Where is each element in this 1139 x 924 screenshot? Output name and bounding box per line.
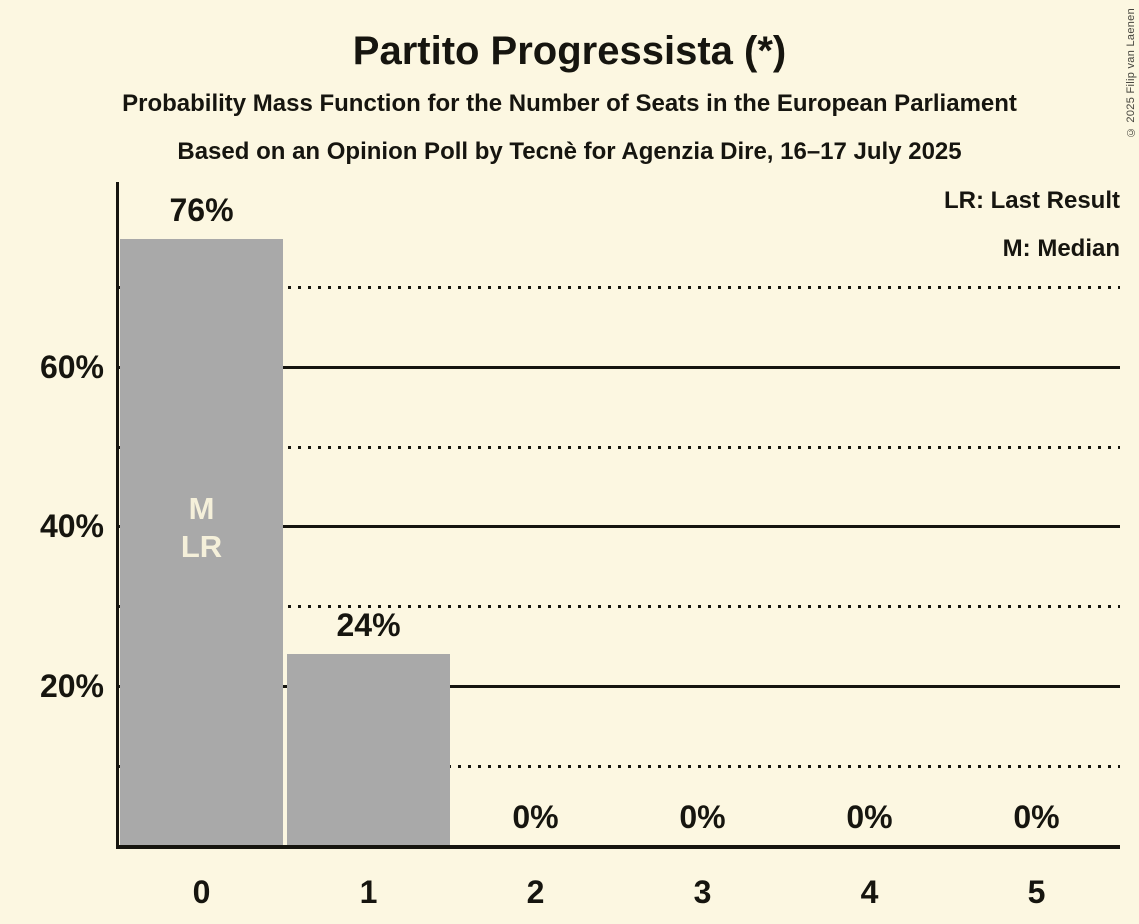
gridline-solid [118, 366, 1120, 369]
y-tick-label: 20% [39, 668, 104, 704]
bar-value-label: 0% [846, 799, 893, 835]
chart-subtitle: Probability Mass Function for the Number… [122, 90, 1017, 117]
y-tick-label: 40% [39, 508, 104, 544]
bar-value-label: 24% [336, 607, 401, 643]
gridline-dotted [118, 605, 1120, 608]
bar-seats-1 [287, 654, 450, 846]
legend: LR: Last Result M: Median [944, 177, 1120, 273]
bar-value-label: 76% [169, 192, 234, 228]
gridline-dotted [118, 765, 1120, 768]
bar-value-label: 0% [1013, 799, 1060, 835]
gridline-solid [118, 525, 1120, 528]
x-tick-label: 5 [1027, 874, 1046, 910]
bar-value-label: 0% [512, 799, 559, 835]
chart-source-line: Based on an Opinion Poll by Tecnè for Ag… [177, 138, 962, 165]
gridline-dotted [118, 286, 1120, 289]
gridline-dotted [118, 446, 1120, 449]
x-tick-label: 3 [693, 874, 712, 910]
x-tick-label: 4 [860, 874, 879, 910]
legend-last-result: LR: Last Result [943, 187, 1120, 214]
x-tick-label: 2 [526, 874, 545, 910]
x-axis-line [116, 845, 1120, 849]
x-tick-label: 1 [359, 874, 378, 910]
chart-title: Partito Progressista (*) [352, 29, 787, 73]
y-tick-label: 60% [39, 349, 104, 385]
gridline-solid [118, 685, 1120, 688]
bar-value-label: 0% [679, 799, 726, 835]
y-axis-line [116, 182, 119, 849]
legend-median: M: Median [1002, 235, 1120, 262]
x-tick-label: 0 [192, 874, 211, 910]
bar-seats-0 [120, 239, 283, 846]
median-last-result-marker: M LR [180, 491, 223, 564]
